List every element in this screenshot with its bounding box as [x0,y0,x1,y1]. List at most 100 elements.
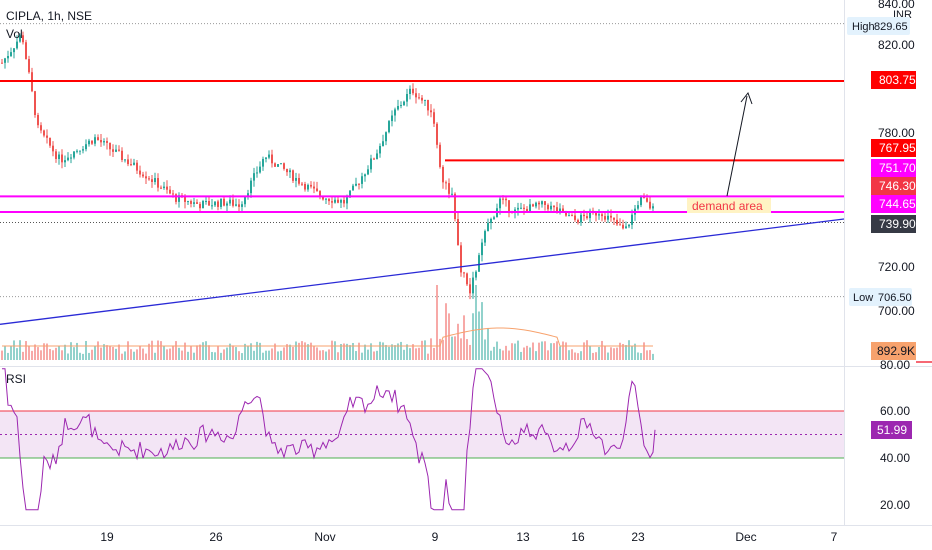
time-tick: 19 [100,530,114,544]
price-tag-bg [871,195,916,213]
candle-body [313,186,315,189]
candle-body [199,203,201,209]
candle-body [385,132,387,142]
candle-body [322,196,324,200]
volume-bar [502,350,504,360]
volume-bar [49,348,51,360]
volume-bar [622,343,624,360]
volume-bar [529,347,531,360]
candle-body [13,48,15,53]
time-tick: Dec [735,530,756,544]
candle-body [550,205,552,210]
candle-body [529,204,531,213]
candle-body [148,178,150,180]
volume-bar [469,344,471,360]
volume-bar [493,346,495,360]
candle-body [319,191,321,197]
candles [1,31,654,300]
candle-body [535,202,537,207]
candle-body [49,137,51,146]
price-tag-label: 767.95 [879,141,916,155]
target-arrow[interactable] [726,95,748,197]
candle-body [304,183,306,190]
candle-body [283,163,285,169]
candle-body [133,162,135,165]
candle-body [259,166,261,173]
volume-bar [619,342,621,360]
volume-bar [220,352,222,360]
candle-body [295,177,297,181]
volume-bar [148,343,150,360]
volume-bar [112,346,114,360]
volume-bar [628,340,630,360]
candle-body [238,204,240,207]
volume-bar [100,347,102,360]
volume-bar [337,352,339,360]
volume-bar [382,342,384,360]
candle-body [424,99,426,101]
price-tag-label: 803.75 [879,73,916,87]
volume-bar [610,347,612,360]
candle-body [106,141,108,143]
candle-body [337,199,339,203]
price-tag-bg [871,177,916,195]
volume-bar [544,341,546,360]
candle-body [121,150,123,160]
volume-bar [358,342,360,360]
candle-body [4,58,6,63]
candle-body [613,217,615,220]
candle-body [571,215,573,217]
candle-body [607,215,609,220]
candle-body [214,201,216,206]
candle-body [307,184,309,190]
candle-body [394,109,396,116]
candle-body [211,205,213,207]
candle-body [325,198,327,200]
candle-body [448,183,450,194]
candle-body [280,163,282,165]
volume-bar [151,340,153,360]
volume-bar [397,343,399,360]
candle-body [373,158,375,160]
candle-body [631,214,633,225]
volume-bar [565,342,567,360]
volume-bar [475,285,477,360]
volume-bar [484,339,486,360]
volume-bar [16,348,18,360]
candle-body [271,154,273,164]
volume-bar [517,340,519,360]
volume-bar [85,340,87,360]
candle-body [586,216,588,219]
candle-body [142,174,144,177]
volume-bar [160,341,162,360]
volume-bar [250,343,252,360]
candle-body [292,170,294,181]
candle-body [118,149,120,151]
volume-bar [187,351,189,360]
candle-body [208,200,210,206]
candle-body [160,187,162,189]
volume-bar [175,341,177,360]
candle-body [364,174,366,177]
candle-body [616,219,618,225]
price-tag-745: 744.65 [871,195,916,213]
time-tick: 7 [831,530,838,544]
rsi-tick: 40.00 [880,451,910,465]
annotation-background [687,198,771,213]
candle-body [562,208,564,211]
candle-body [301,183,303,185]
volume-bar [634,343,636,360]
volume-bar [235,347,237,360]
candle-body [220,198,222,207]
candle-body [340,199,342,203]
volume-bar [289,344,291,360]
ascending-trendline[interactable] [0,218,845,325]
candle-body [481,242,483,256]
time-tick: 9 [432,530,439,544]
volume-bar [316,347,318,360]
candle-body [355,183,357,186]
volume-bar [4,345,6,360]
rsi-tick: 60.00 [880,404,910,418]
price-tag-768: 767.95 [871,139,916,157]
